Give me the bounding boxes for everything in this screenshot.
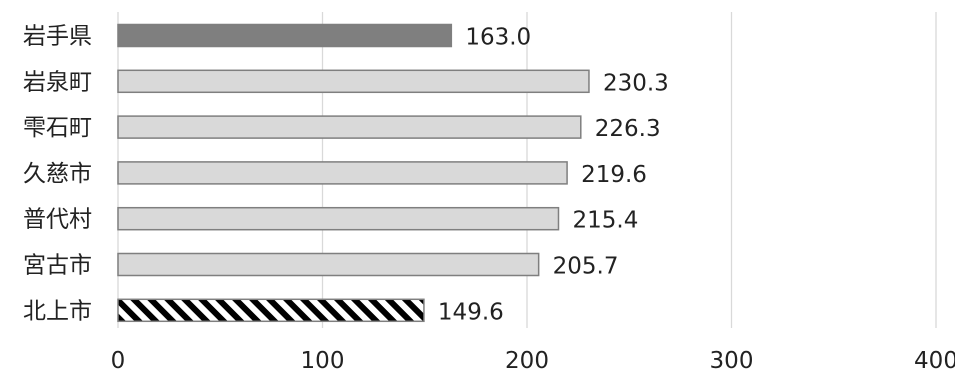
category-label: 普代村 <box>23 207 92 233</box>
data-label: 219.6 <box>581 162 647 188</box>
data-label: 226.3 <box>595 116 661 142</box>
bar-2 <box>117 69 590 94</box>
data-label: 215.4 <box>572 208 638 234</box>
bar-1 <box>117 23 453 48</box>
data-label: 163.0 <box>465 25 531 51</box>
x-tick-label: 0 <box>111 348 126 372</box>
x-tick-label: 200 <box>505 348 549 372</box>
labels: 0 100 200 300 400 岩手県 163.0 岩泉町 230.3 雫石町 226.3 久慈市… <box>23 24 955 372</box>
bars <box>117 23 590 323</box>
category-label: 北上市 <box>23 298 92 324</box>
category-label: 岩手県 <box>23 24 92 50</box>
bar-7 <box>117 298 425 323</box>
data-label: 205.7 <box>553 254 619 280</box>
category-label: 宮古市 <box>23 253 92 279</box>
x-tick-label: 300 <box>710 348 754 372</box>
data-label: 149.6 <box>438 299 504 325</box>
category-label: 岩泉町 <box>23 69 92 95</box>
x-tick-label: 100 <box>301 348 345 372</box>
category-label: 久慈市 <box>23 161 92 187</box>
bar-5 <box>117 206 560 231</box>
x-tick-label: 400 <box>914 348 955 372</box>
category-label: 雫石町 <box>23 115 92 141</box>
bar-4 <box>117 161 568 185</box>
bar-6 <box>117 252 540 277</box>
data-label: 230.3 <box>603 70 669 96</box>
bar-3 <box>117 115 582 139</box>
